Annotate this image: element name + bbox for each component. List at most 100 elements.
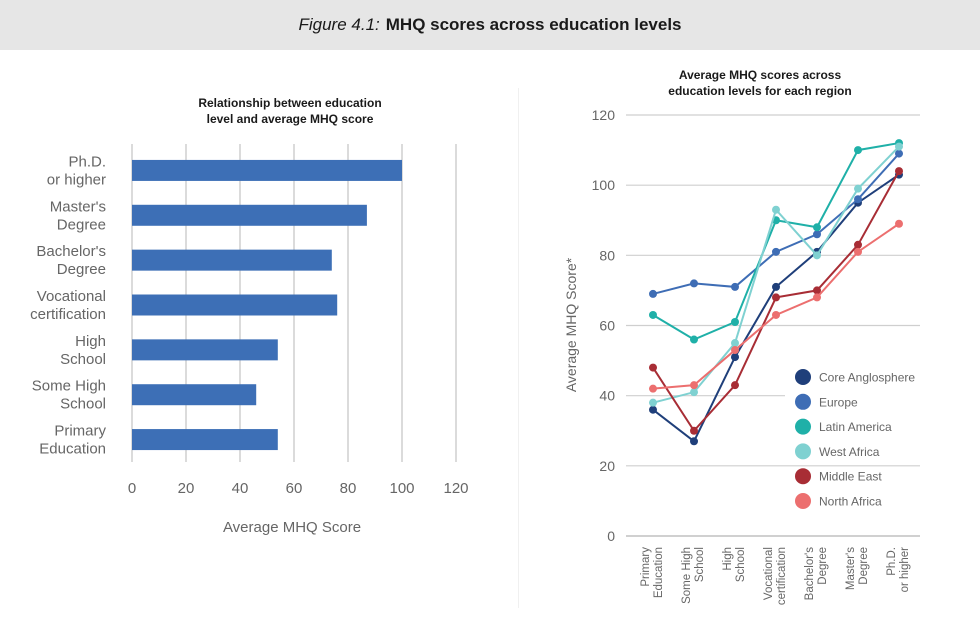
legend-label-1: Europe <box>819 395 858 409</box>
series-point-1-0 <box>649 289 657 298</box>
legend-swatch-0 <box>795 369 811 385</box>
series-point-0-2 <box>731 353 739 362</box>
legend-swatch-3 <box>795 443 811 460</box>
bar-category-label-4-line-0: High <box>75 333 106 350</box>
series-point-4-4 <box>813 286 821 295</box>
bar-category-label-2-line-1: Degree <box>57 261 106 278</box>
bar-chart-title-line-1: Relationship between education <box>198 96 382 110</box>
series-point-1-1 <box>690 279 698 288</box>
series-middle-east <box>649 167 903 435</box>
line-xtick-label-0-line-0: Primary <box>640 547 652 587</box>
bar-category-label-6-line-1: Education <box>39 441 106 458</box>
line-ytick-60: 60 <box>599 318 615 334</box>
series-point-0-0 <box>649 405 657 414</box>
legend-bg-1 <box>785 393 935 410</box>
bar-xtick-80: 80 <box>340 480 357 497</box>
bar-category-label-4-line-1: School <box>60 351 106 368</box>
line-ytick-0: 0 <box>607 528 615 544</box>
bar-2 <box>132 249 332 271</box>
bar-4 <box>132 339 278 361</box>
series-europe <box>649 149 903 298</box>
bar-chart-title: Relationship between education level and… <box>160 95 420 127</box>
series-point-1-5 <box>854 195 862 204</box>
series-point-4-5 <box>854 240 862 249</box>
bar-xtick-60: 60 <box>286 480 303 497</box>
line-xtick-label-0-line-1: Education <box>653 547 665 598</box>
line-ytick-40: 40 <box>599 388 615 404</box>
series-west-africa <box>649 142 903 407</box>
series-point-4-2 <box>731 381 739 390</box>
series-point-4-6 <box>895 167 903 176</box>
series-point-3-3 <box>772 205 780 214</box>
bar-category-label-5: Some High School <box>32 378 106 413</box>
line-y-axis-label: Average MHQ Score* <box>563 257 579 392</box>
series-point-5-2 <box>731 346 739 355</box>
bar-xtick-120: 120 <box>443 480 468 497</box>
line-xtick-label-4: Bachelor'sDegree <box>804 547 829 601</box>
series-point-3-2 <box>731 339 739 348</box>
legend-swatch-4 <box>795 468 811 485</box>
bar-xtick-100: 100 <box>389 480 414 497</box>
legend-swatch-1 <box>795 393 811 410</box>
bar-category-label-5-line-1: School <box>60 396 106 413</box>
line-xtick-label-3-line-1: certification <box>776 547 788 605</box>
figure-number: Figure 4.1: <box>298 15 380 34</box>
bar-category-label-5-line-0: Some High <box>32 378 106 395</box>
line-xtick-label-1-line-0: Some High <box>681 547 693 604</box>
legend-swatch-5 <box>795 493 811 509</box>
line-xtick-label-5: Master'sDegree <box>845 547 870 590</box>
line-xtick-label-1-line-1: School <box>694 547 706 582</box>
line-chart-title: Average MHQ scores across education leve… <box>630 67 890 99</box>
line-xtick-label-2-line-0: High <box>722 547 734 571</box>
series-point-0-3 <box>772 282 780 291</box>
bar-0 <box>132 159 402 181</box>
line-xtick-label-1: Some HighSchool <box>681 547 706 604</box>
series-point-1-4 <box>813 230 821 239</box>
series-point-5-4 <box>813 293 821 302</box>
bar-1 <box>132 204 367 226</box>
bar-category-label-3-line-0: Vocational <box>37 288 106 305</box>
line-xtick-label-3-line-0: Vocational <box>763 547 775 600</box>
bar-5 <box>132 384 257 406</box>
line-xtick-label-2-line-1: School <box>735 547 747 582</box>
series-point-2-1 <box>690 335 698 344</box>
series-point-1-6 <box>895 149 903 158</box>
line-xtick-label-6-line-1: or higher <box>899 547 911 593</box>
bar-category-label-2: Bachelor's Degree <box>36 243 106 278</box>
bar-category-label-1-line-0: Master's <box>50 198 106 215</box>
series-north-africa <box>649 219 903 393</box>
line-ytick-20: 20 <box>599 458 615 474</box>
bar-xtick-20: 20 <box>178 480 195 497</box>
line-ytick-120: 120 <box>592 107 616 123</box>
bar-3 <box>132 294 338 316</box>
series-point-0-1 <box>690 437 698 446</box>
series-line-2 <box>652 142 900 341</box>
bar-category-label-0-line-1: or higher <box>47 171 106 188</box>
bar-category-label-1: Master's Degree <box>50 198 106 233</box>
line-xtick-label-6-line-0: Ph.D. <box>886 547 898 576</box>
bar-xtick-40: 40 <box>232 480 249 497</box>
line-xtick-label-4-line-1: Degree <box>817 547 829 585</box>
bar-x-axis-label: Average MHQ Score <box>223 519 361 536</box>
bar-category-label-6: Primary Education <box>39 423 106 458</box>
legend-bg-0 <box>785 369 935 385</box>
figure-title: MHQ scores across education levels <box>385 15 682 34</box>
series-point-3-5 <box>854 184 862 193</box>
line-xtick-label-5-line-1: Degree <box>858 547 870 585</box>
legend-bg-2 <box>785 418 935 435</box>
line-xtick-label-6: Ph.D.or higher <box>886 547 911 593</box>
line-chart-title-line-2: education levels for each region <box>668 84 852 98</box>
legend-label-4: Middle East <box>819 470 882 484</box>
series-point-3-6 <box>895 142 903 151</box>
bar-category-label-3-line-1: certification <box>30 306 106 323</box>
series-point-3-0 <box>649 398 657 407</box>
line-ytick-80: 80 <box>599 247 615 263</box>
legend-bg-5 <box>785 493 935 509</box>
legend-bg-3 <box>785 443 935 460</box>
bar-category-label-6-line-0: Primary <box>54 423 106 440</box>
line-xtick-label-2: HighSchool <box>722 547 747 582</box>
series-point-4-3 <box>772 293 780 302</box>
series-point-2-4 <box>813 223 821 232</box>
bar-xtick-0: 0 <box>128 480 136 497</box>
